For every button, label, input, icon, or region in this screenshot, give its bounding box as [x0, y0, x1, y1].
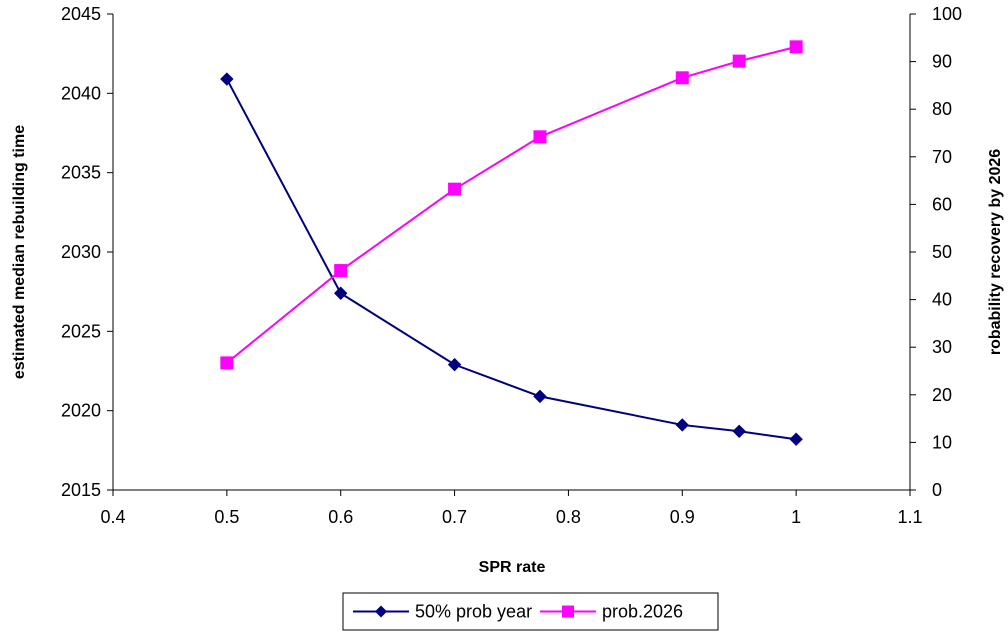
series-point-diamond: [447, 357, 462, 372]
y2-tick-label: 0: [932, 480, 942, 500]
legend-label: prob.2026: [602, 602, 683, 622]
y-axis-title: estimated median rebuilding time: [11, 125, 28, 379]
series-point-square: [220, 356, 234, 370]
y-tick-label: 2025: [61, 321, 101, 341]
series-point-square: [334, 264, 348, 278]
x-tick-label: 0.4: [100, 507, 125, 527]
series-layer: [220, 40, 803, 446]
series-line-2: [226, 45, 797, 364]
y2-tick-label: 60: [932, 194, 952, 214]
x-axis-title: SPR rate: [479, 559, 546, 576]
y2-tick-label: 20: [932, 385, 952, 405]
axes: 0.4 0.5 0.6 0.7 0.8 0.9 1 1.1201520202025203020…: [61, 4, 962, 527]
legend-swatch-square: [562, 605, 574, 618]
y2-tick-label: 90: [932, 52, 952, 72]
y2-axis-title: robability recovery by 2026: [987, 149, 1004, 355]
series-point-diamond: [675, 418, 689, 432]
series-point-square: [675, 71, 689, 85]
series-point-diamond: [732, 424, 746, 439]
y-tick-label: 2035: [61, 163, 101, 183]
y-tick-label: 2045: [61, 4, 101, 24]
y2-tick-label: 80: [932, 99, 952, 119]
y2-tick-label: 10: [932, 432, 952, 452]
series-point-square: [448, 182, 462, 196]
x-tick-label: 0.7: [442, 507, 467, 527]
x-tick-label: 0.8: [556, 507, 581, 527]
y-tick-label: 2030: [61, 242, 101, 262]
series-line-1: [225, 78, 797, 441]
y-tick-label: 2015: [61, 480, 101, 500]
series-point-diamond: [220, 72, 234, 86]
series-point-diamond: [334, 286, 348, 300]
y2-tick-label: 50: [932, 242, 952, 262]
legend-label: 50% prob year: [415, 602, 532, 622]
y-tick-label: 2020: [61, 401, 101, 421]
series-point-diamond: [533, 389, 547, 404]
legend: 50% prob year prob.2026: [342, 592, 719, 631]
x-tick-label: 0.9: [670, 507, 695, 527]
y-tick-label: 2040: [61, 83, 101, 103]
y2-tick-label: 100: [932, 4, 962, 24]
y2-tick-label: 40: [932, 290, 952, 310]
y2-tick-label: 30: [932, 337, 952, 357]
series-point-square: [732, 54, 746, 68]
y2-tick-label: 70: [932, 147, 952, 167]
x-tick-label: 1: [791, 507, 801, 527]
series-point-square: [789, 40, 803, 54]
series-point-square: [533, 130, 547, 144]
x-tick-label: 1.1: [897, 507, 922, 527]
series-point-diamond: [789, 432, 803, 446]
x-tick-label: 0.6: [328, 507, 353, 527]
legend-swatch-diamond: [375, 605, 387, 618]
x-tick-label: 0.5: [214, 507, 239, 527]
